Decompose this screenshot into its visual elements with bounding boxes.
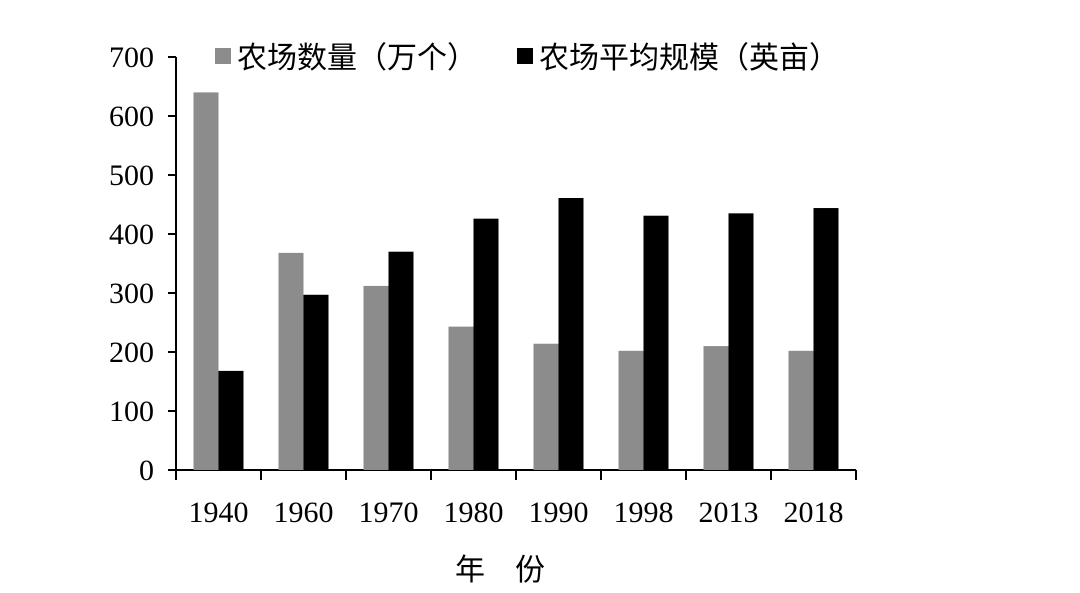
y-tick-label: 200 [109, 336, 154, 369]
y-tick-label: 400 [109, 218, 154, 251]
bar-farm-count-2018 [788, 350, 814, 470]
x-tick-label: 1990 [529, 496, 589, 529]
y-tick-label: 100 [109, 395, 154, 428]
bar-farm-size-1940 [218, 370, 244, 470]
legend: 农场数量（万个） 农场平均规模（英亩） [215, 41, 839, 76]
x-tick-label: 1940 [189, 496, 249, 529]
legend-label-farm-count: 农场数量（万个） [237, 41, 477, 76]
bars [193, 92, 839, 471]
legend-label-farm-size: 农场平均规模（英亩） [539, 41, 839, 76]
legend-swatch-farm-size [517, 48, 533, 64]
x-tick-label: 2018 [784, 496, 844, 529]
bar-farm-count-1940 [193, 92, 219, 471]
y-tick-label: 600 [109, 100, 154, 133]
x-tick-label: 1960 [274, 496, 334, 529]
x-axis: 1940 1960 1970 1980 1990 1998 2013 2018 [175, 469, 857, 529]
y-tick-label: 0 [139, 454, 154, 487]
y-tick-label: 700 [109, 41, 154, 74]
bar-farm-count-2013 [703, 346, 729, 470]
x-tick-label: 2013 [699, 496, 759, 529]
y-axis: 0 100 200 300 400 500 600 700 [109, 41, 177, 487]
x-axis-title: 年 份 [455, 553, 545, 588]
bar-farm-count-1998 [618, 350, 644, 470]
bar-farm-count-1970 [363, 285, 389, 470]
x-tick-label: 1970 [359, 496, 419, 529]
bar-farm-size-1998 [643, 215, 669, 470]
y-tick-label: 500 [109, 159, 154, 192]
bar-farm-size-2018 [813, 208, 839, 471]
legend-swatch-farm-count [215, 48, 231, 64]
y-tick-label: 300 [109, 277, 154, 310]
bar-farm-size-1970 [388, 251, 414, 470]
x-tick-label: 1998 [614, 496, 674, 529]
bar-farm-count-1990 [533, 343, 559, 470]
bar-farm-size-2013 [728, 213, 754, 470]
bar-farm-count-1980 [448, 326, 474, 470]
bar-farm-count-1960 [278, 252, 304, 470]
bar-farm-size-1990 [558, 198, 584, 470]
bar-farm-size-1960 [303, 294, 329, 470]
x-tick-label: 1980 [444, 496, 504, 529]
bar-farm-size-1980 [473, 218, 499, 470]
